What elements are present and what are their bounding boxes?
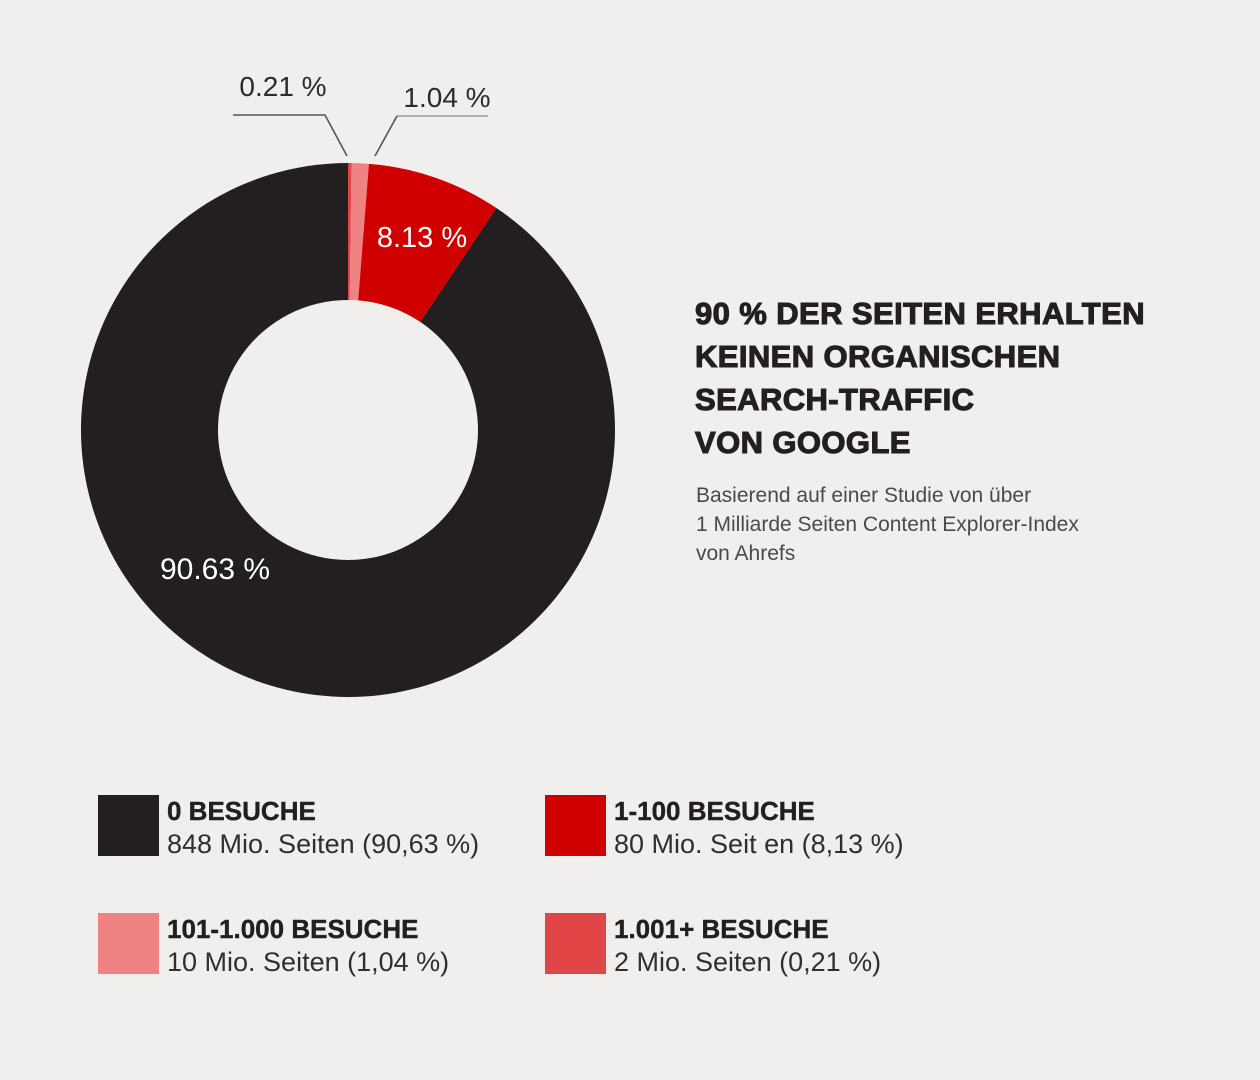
legend-item-1001-plus-besuche: 1.001+ BESUCHE 2 Mio. Seiten (0,21 %) bbox=[545, 913, 881, 979]
subtitle-line: 1 Milliarde Seiten Content Explorer-Inde… bbox=[696, 513, 1079, 536]
title-line: 90 % DER SEITEN ERHALTEN bbox=[694, 295, 1145, 331]
legend-item-101-1000-besuche: 101-1.000 BESUCHE 10 Mio. Seiten (1,04 %… bbox=[98, 913, 449, 979]
title-line: VON GOOGLE bbox=[694, 424, 911, 460]
donut-slice-0-besuche bbox=[80, 163, 615, 698]
chart-subtitle: Basierend auf einer Studie von über 1 Mi… bbox=[696, 481, 1079, 568]
leader-line-0-21 bbox=[233, 114, 348, 157]
legend-item-0-besuche: 0 BESUCHE 848 Mio. Seiten (90,63 %) bbox=[98, 795, 479, 861]
legend-swatch-0-besuche bbox=[98, 795, 159, 856]
legend-item-1-100-besuche: 1-100 BESUCHE 80 Mio. Seit en (8,13 %) bbox=[545, 795, 904, 861]
legend-label: 101-1.000 BESUCHE bbox=[167, 914, 419, 944]
legend-swatch-1-100-besuche bbox=[545, 795, 606, 856]
title-line: SEARCH-TRAFFIC bbox=[694, 381, 975, 417]
donut-slice-1-001-besuche bbox=[348, 162, 352, 301]
legend-label: 1-100 BESUCHE bbox=[614, 796, 815, 826]
donut-chart bbox=[80, 162, 615, 698]
slice-label-90-63: 90.63 % bbox=[159, 553, 271, 586]
legend-swatch-101-1000-besuche bbox=[98, 913, 159, 974]
title-line: KEINEN ORGANISCHEN bbox=[694, 338, 1061, 374]
donut-slice-101-1-000-besuche bbox=[349, 163, 369, 301]
legend-label: 0 BESUCHE bbox=[167, 796, 316, 826]
callout-label-0-21: 0.21 % bbox=[239, 71, 327, 102]
donut-slice-1-100-besuche bbox=[358, 163, 497, 322]
legend-detail: 2 Mio. Seiten (0,21 %) bbox=[614, 947, 882, 977]
legend-detail: 848 Mio. Seiten (90,63 %) bbox=[167, 829, 480, 859]
subtitle-line: Basierend auf einer Studie von über bbox=[696, 484, 1032, 507]
legend-detail: 10 Mio. Seiten (1,04 %) bbox=[167, 947, 450, 977]
legend-swatch-1001-plus-besuche bbox=[545, 913, 606, 974]
leader-line-1-04-diagonal bbox=[374, 115, 398, 157]
chart-title: 90 % DER SEITEN ERHALTEN KEINEN ORGANISC… bbox=[694, 292, 1145, 464]
callout-leader-lines bbox=[233, 114, 488, 157]
legend-label: 1.001+ BESUCHE bbox=[614, 914, 829, 944]
legend-detail: 80 Mio. Seit en (8,13 %) bbox=[614, 829, 904, 859]
callout-label-1-04: 1.04 % bbox=[403, 82, 491, 113]
subtitle-line: von Ahrefs bbox=[696, 542, 796, 565]
slice-label-8-13: 8.13 % bbox=[376, 222, 468, 254]
